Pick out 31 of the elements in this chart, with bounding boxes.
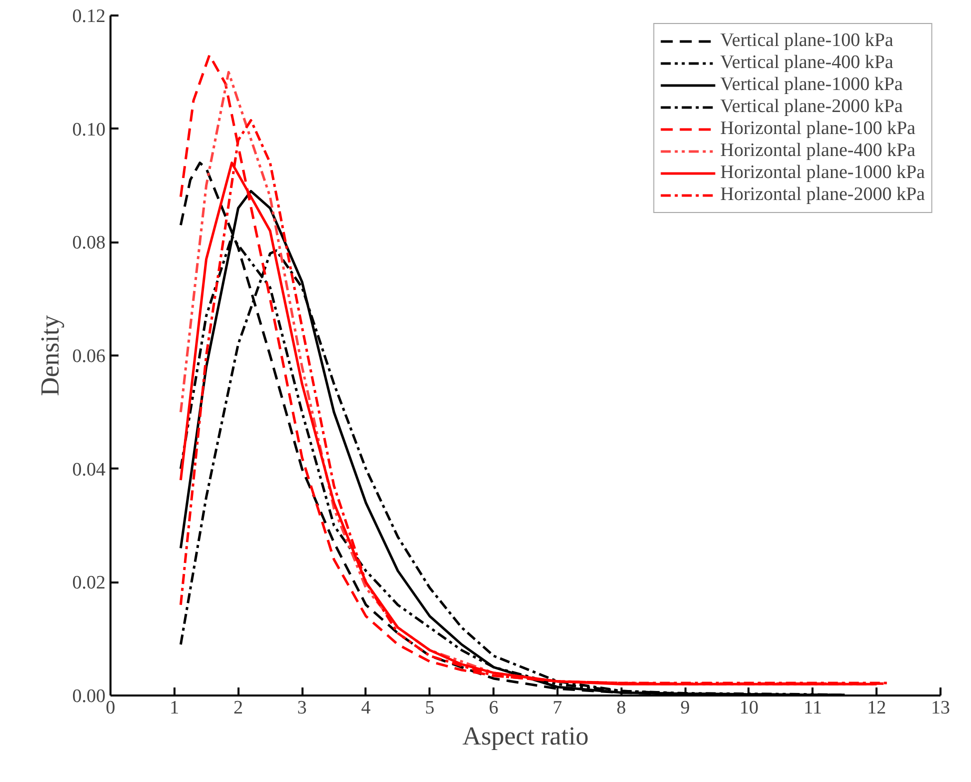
- x-tick-label: 10: [739, 698, 758, 718]
- legend-label: Vertical plane-1000 kPa: [720, 74, 903, 96]
- y-tick-label: 0.06: [72, 346, 106, 367]
- legend-label: Vertical plane-2000 kPa: [720, 96, 903, 118]
- y-tick-label: 0.08: [72, 232, 106, 254]
- x-tick-label: 0: [106, 698, 116, 718]
- x-tick-label: 6: [488, 698, 498, 718]
- x-tick-label: 8: [616, 698, 626, 718]
- legend-label: Horizontal plane-2000 kPa: [720, 184, 925, 206]
- x-tick-label: 2: [233, 698, 243, 718]
- x-tick-label: 7: [552, 698, 562, 718]
- x-tick-label: 13: [931, 698, 950, 718]
- legend-label: Vertical plane-100 kPa: [720, 30, 894, 52]
- x-axis-title: Aspect ratio: [462, 722, 589, 750]
- x-tick-label: 1: [170, 698, 180, 718]
- x-tick-label: 5: [424, 698, 434, 718]
- y-axis-title: Density: [35, 315, 64, 396]
- y-tick-label: 0.12: [72, 6, 106, 27]
- x-tick-label: 4: [361, 698, 372, 718]
- y-tick-label: 0.02: [72, 572, 106, 594]
- x-tick-label: 9: [680, 698, 690, 718]
- y-tick-label: 0.00: [72, 686, 106, 707]
- legend-label: Horizontal plane-100 kPa: [720, 118, 916, 140]
- x-tick-label: 12: [867, 698, 886, 718]
- y-tick-label: 0.04: [72, 459, 106, 480]
- legend-label: Horizontal plane-1000 kPa: [720, 162, 925, 184]
- x-tick-label: 3: [297, 698, 307, 718]
- legend-label: Vertical plane-400 kPa: [720, 52, 894, 74]
- x-tick-label: 11: [804, 698, 822, 718]
- legend-label: Horizontal plane-400 kPa: [720, 140, 916, 162]
- y-tick-label: 0.10: [72, 119, 106, 140]
